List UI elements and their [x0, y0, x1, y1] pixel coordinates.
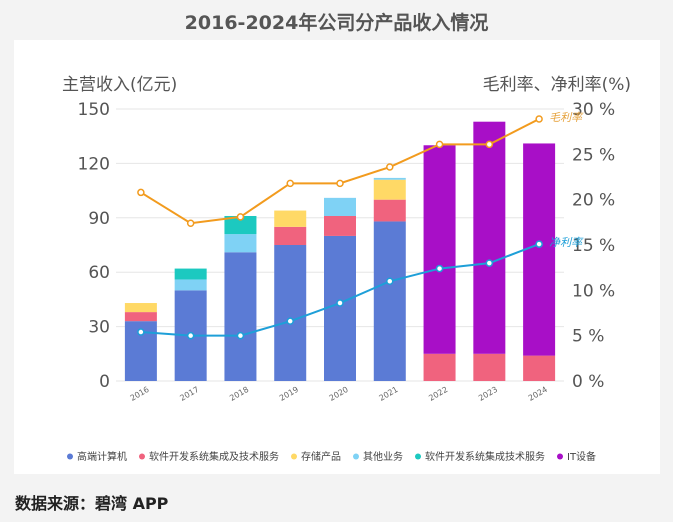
line-point	[137, 328, 145, 336]
legend-marker	[139, 453, 145, 460]
x-tick-label: 2017	[178, 385, 200, 403]
bar-segment	[224, 234, 257, 253]
bar-segment	[174, 279, 207, 291]
line-point	[286, 317, 294, 325]
line-label: 毛利率	[549, 111, 584, 124]
data-source: 数据来源：碧湾 APP	[15, 494, 169, 513]
y-tick-label: 150	[78, 100, 110, 120]
bar-segment	[124, 312, 157, 322]
y2-tick-label: 25 %	[572, 145, 615, 165]
legend-marker	[291, 453, 297, 460]
line-label: 净利率	[549, 236, 584, 249]
line-point	[186, 331, 195, 340]
y2-tick-label: 15 %	[572, 236, 615, 256]
bar-segment	[224, 215, 257, 235]
bar-segment	[274, 210, 307, 227]
line-point	[535, 115, 543, 123]
legend-label: 其他业务	[363, 450, 403, 463]
legend-marker	[67, 453, 73, 460]
y-tick-label: 30	[88, 318, 110, 338]
legend-marker	[557, 453, 563, 460]
bar-segment	[124, 303, 157, 313]
y-axis-title: 主营收入(亿元)	[62, 75, 177, 95]
line-point	[485, 259, 494, 267]
line-point	[336, 299, 344, 307]
y2-tick-label: 5 %	[572, 327, 604, 347]
chart-title: 2016-2024年公司分产品收入情况	[184, 12, 489, 34]
x-tick-label: 2021	[377, 385, 399, 403]
y-tick-label: 120	[78, 154, 110, 174]
legend-label: 软件开发系统集成及技术服务	[149, 450, 279, 463]
bar-segment	[373, 221, 406, 381]
line-point	[286, 179, 294, 188]
legend-marker	[353, 453, 359, 460]
x-tick-label: 2020	[328, 385, 350, 403]
line-point	[236, 213, 245, 221]
line-point	[386, 163, 394, 171]
y2-tick-label: 0 %	[572, 372, 604, 392]
bar-segment	[324, 215, 356, 236]
x-tick-label: 2016	[129, 385, 151, 403]
line-point	[386, 277, 394, 286]
bar-segment	[373, 179, 406, 200]
bar-segment	[423, 145, 456, 354]
chart-panel: 0 30 60 90 120 150 0 % 5 % 10 % 15 % 20 % 25 % 30 % 主…	[14, 40, 660, 474]
legend-label: 高端计算机	[77, 450, 127, 463]
bar-segment	[523, 355, 556, 381]
x-tick-label: 2023	[477, 385, 499, 403]
y2-tick-label: 10 %	[572, 281, 615, 301]
bar-segment	[373, 199, 406, 222]
bar-segment	[324, 235, 356, 381]
bar-segment	[473, 353, 506, 381]
y-tick-label: 0	[99, 372, 110, 392]
x-tick-label: 2018	[228, 385, 250, 403]
bar-segment	[274, 245, 307, 381]
y2-tick-label: 30 %	[572, 100, 615, 120]
legend-label: 软件开发系统集成技术服务	[425, 450, 545, 463]
line-point	[236, 331, 245, 340]
line-point	[535, 240, 543, 248]
legend-label: IT设备	[567, 450, 596, 463]
line-point	[186, 219, 195, 227]
line-point	[435, 264, 444, 273]
bar-segment	[324, 197, 356, 216]
bar-segment	[423, 353, 456, 381]
line-point	[137, 188, 145, 197]
revenue-chart: 0 30 60 90 120 150 0 % 5 % 10 % 15 % 20 % 25 % 30 % 主…	[62, 75, 631, 463]
y2-tick-label: 20 %	[572, 191, 615, 211]
bar-segment	[523, 143, 556, 356]
bar-segment	[274, 226, 307, 245]
y2-axis-title: 毛利率、净利率(%)	[483, 75, 631, 95]
line-point	[485, 140, 494, 149]
legend-label: 存储产品	[301, 450, 341, 463]
y-tick-label: 60	[88, 263, 110, 283]
x-tick-label: 2019	[278, 385, 300, 403]
bar-segment	[373, 177, 406, 180]
bar-segment	[174, 268, 207, 280]
legend-marker	[415, 453, 421, 460]
line-point	[336, 179, 344, 188]
x-tick-label: 2024	[527, 385, 549, 403]
y-tick-label: 90	[88, 209, 110, 229]
bar-segment	[224, 252, 257, 381]
line-point	[435, 140, 444, 149]
x-tick-label: 2022	[427, 385, 449, 403]
bar-segment	[473, 121, 506, 354]
